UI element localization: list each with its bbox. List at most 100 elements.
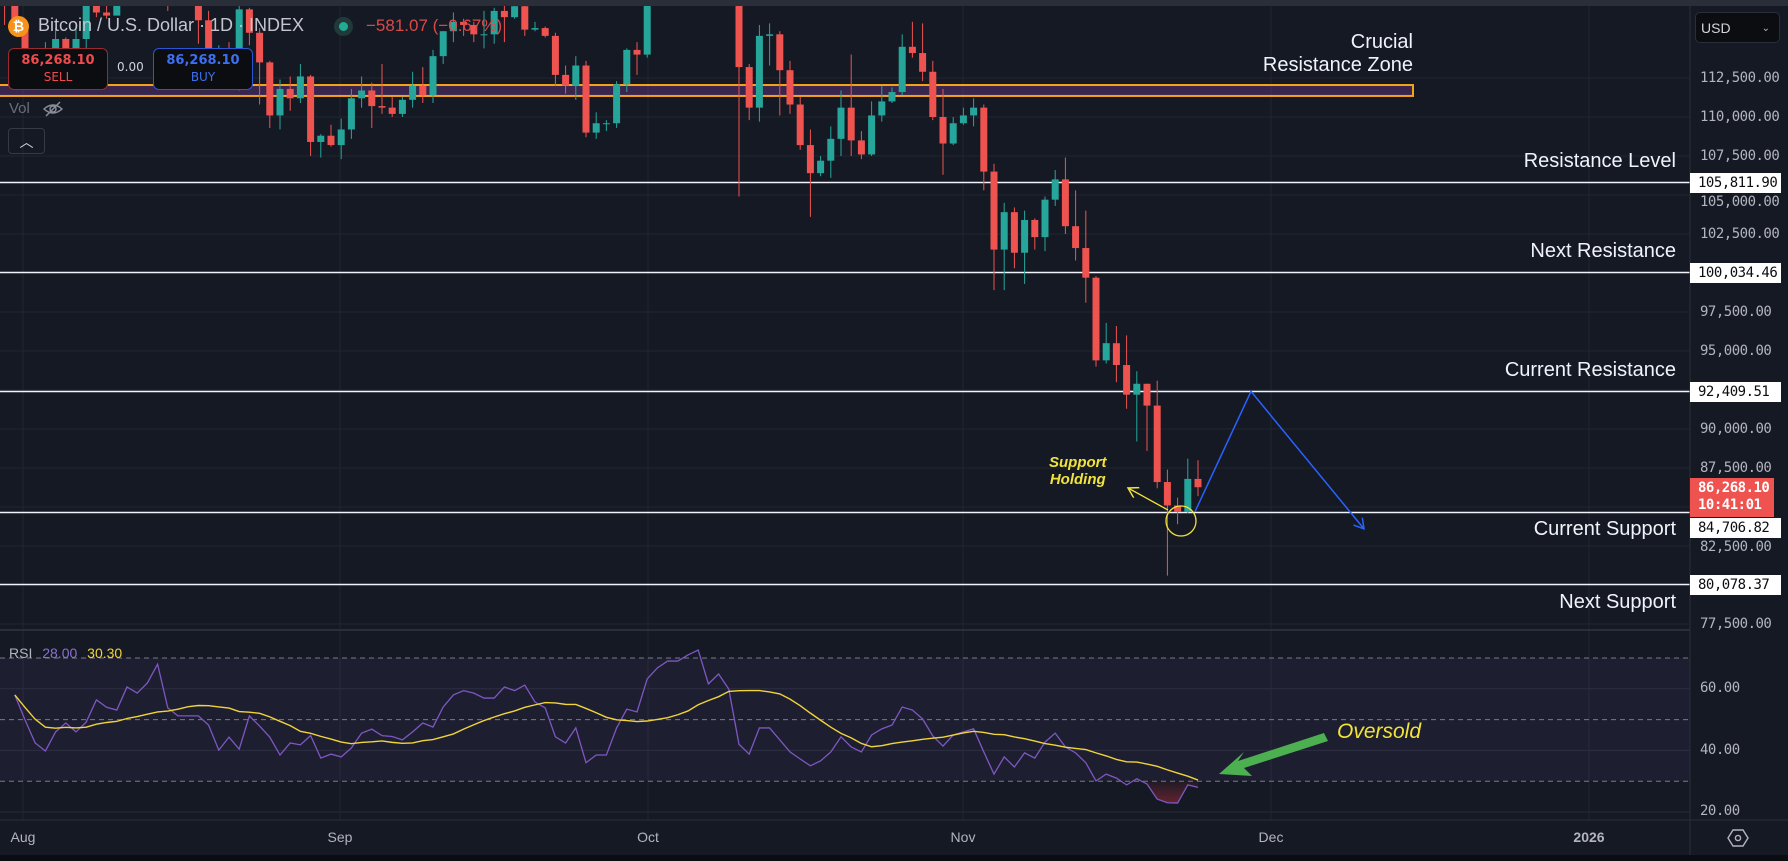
candle-body [878,101,886,116]
current-resistance-label: Current Resistance [1504,359,1676,381]
price-tick-label: 87,500.00 [1700,459,1772,476]
next-resistance-price: 100,034.46 [1690,263,1781,283]
candle [4,6,6,25]
candle-body [490,10,498,35]
candle [857,131,865,160]
rsi-tick-60: 60.00 [1700,680,1740,696]
candle-body [766,34,774,36]
price-tick-label: 95,000.00 [1700,342,1772,359]
resistance-zone-border[interactable] [0,84,1414,97]
candle-body [337,129,345,146]
candle [888,87,896,103]
candle [1133,371,1141,442]
buy-button[interactable]: 86,268.10 BUY [153,48,253,90]
candle-body [582,65,590,133]
candle [1010,207,1018,269]
candle [908,21,916,58]
candle [541,26,549,38]
current-price-label: 86,268.10 10:41:01 [1690,478,1774,517]
collapse-legend-button[interactable]: ︿ [8,128,45,154]
candle [613,81,621,128]
candle [245,7,253,46]
support-circle[interactable] [1165,505,1197,537]
rsi-tick-20: 20.00 [1700,803,1740,819]
candle [878,85,886,122]
sell-button[interactable]: 86,268.10 SELL [8,48,108,90]
window-bottom-bar [0,855,1788,861]
candle-body [1021,219,1029,253]
candle-body [449,21,457,32]
support-arrow[interactable] [1128,488,1169,511]
candle [1092,276,1100,367]
candle [419,67,427,103]
candle [194,6,202,44]
candle-body [572,65,580,86]
candle [1174,497,1182,525]
candle-body [551,35,559,75]
chevron-up-icon: ︿ [19,134,34,150]
current-price: 86,268.10 [1698,480,1770,496]
buy-label: BUY [190,70,216,84]
support-annotation[interactable] [1128,488,1197,537]
bitcoin-icon: ₿ [8,16,29,37]
candle-body [358,90,366,99]
candle-body [939,117,947,144]
rsi-legend[interactable]: RSI 28.00 30.30 [9,645,128,661]
candle [562,65,570,94]
current-support-price: 84,706.82 [1690,518,1781,538]
candle-body [1061,179,1069,227]
next-support-price: 80,078.37 [1690,575,1781,595]
rsi-ma-line[interactable] [14,689,1199,781]
candle [643,6,651,58]
candle-body [72,39,80,54]
candle [592,112,600,139]
candle [521,6,529,36]
candle-body [296,76,304,99]
resistance-zone-fill [0,85,1413,96]
candle-body [868,115,876,155]
rsi-line[interactable] [14,649,1199,804]
candle-body [796,104,804,146]
projection-path[interactable] [1194,390,1364,528]
candle [796,96,804,150]
candle [307,74,315,156]
projection-line[interactable] [1194,390,1364,528]
candle-body [113,6,121,16]
level-lines [0,181,1690,586]
eye-off-icon[interactable] [42,100,64,118]
candle-body [541,28,549,36]
candle [337,118,345,160]
candle-body [398,99,406,114]
volume-label: Vol [9,100,30,117]
current-support-label: Current Support [1533,518,1676,540]
currency-select[interactable]: USD ⌄ [1695,12,1780,43]
time-label-nov: Nov [950,829,976,845]
resistance-zone[interactable] [0,84,1414,97]
candle-body [286,88,294,99]
candle-body [1174,505,1182,512]
candle-body [103,12,111,16]
candle-body [1051,179,1059,200]
bar-countdown: 10:41:01 [1698,497,1762,513]
candle [500,6,508,43]
candle [990,163,998,291]
candle [1082,210,1090,303]
support-holding-line2: Holding [1049,471,1106,488]
candle [286,76,294,111]
candle-body [898,46,906,93]
candle-body [745,67,753,108]
candle [817,156,825,177]
candle [745,63,753,121]
candle-body [806,145,814,174]
candle [296,63,304,103]
candle [806,129,814,217]
oversold-arrow-icon[interactable] [1219,733,1328,776]
time-label-oct: Oct [637,829,659,845]
candle-body [755,35,763,108]
symbol-title[interactable]: Bitcoin / U.S. Dollar · 1D · INDEX [38,15,305,35]
gear-icon[interactable] [1727,827,1749,849]
candle [531,21,539,32]
candle-body [643,6,651,55]
candle [1051,170,1059,206]
